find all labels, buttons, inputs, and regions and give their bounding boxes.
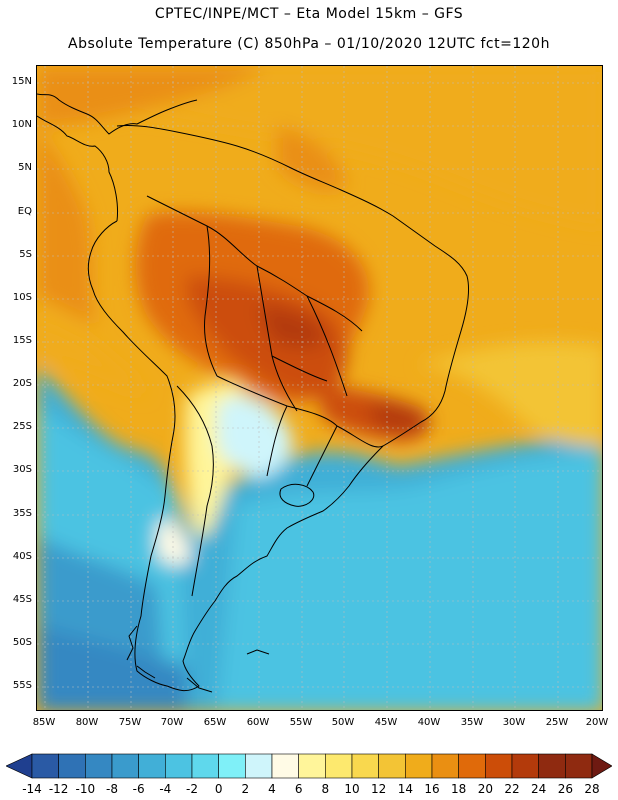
lon-label-80w: 80W [75, 717, 99, 728]
lat-label-45s: 45S [12, 594, 32, 605]
colorbar-cell [458, 753, 486, 779]
colorbar-tick-label: 14 [397, 782, 413, 796]
country-borders [146, 195, 384, 597]
colorbar-tick-label: 4 [268, 782, 276, 796]
colorbar-cell [325, 753, 353, 779]
lat-label-15s: 15S [12, 335, 32, 346]
lon-label-55w: 55W [289, 717, 313, 728]
lon-label-65w: 65W [203, 717, 227, 728]
lon-label-30w: 30W [502, 717, 526, 728]
colorbar-tick-label: 18 [451, 782, 467, 796]
lat-label-25s: 25S [12, 421, 32, 432]
colorbar-tick-label: 8 [321, 782, 330, 796]
colorbar-cell [191, 753, 219, 779]
central-america-coast [37, 115, 118, 222]
colorbar-cell [31, 753, 59, 779]
lat-label-5n: 5N [18, 162, 32, 173]
lon-label-20w: 20W [585, 717, 609, 728]
colorbar-tick-label: -8 [106, 782, 118, 796]
colorbar-cell [165, 753, 193, 779]
lon-label-45w: 45W [374, 717, 398, 728]
colorbar-cell [405, 753, 433, 779]
colorbar-tick-label: 22 [504, 782, 520, 796]
colorbar-tick-label: -4 [159, 782, 172, 796]
lon-label-25w: 25W [545, 717, 569, 728]
lon-label-35w: 35W [460, 717, 484, 728]
colorbar-tick-label: 20 [477, 782, 493, 796]
colorbar-cell [218, 753, 246, 779]
lat-label-40s: 40S [12, 551, 32, 562]
colorbar-tick-label: 26 [557, 782, 573, 796]
colorbar-tick-label: 16 [424, 782, 440, 796]
lat-label-50s: 50S [12, 637, 32, 648]
colorbar-cell [431, 753, 459, 779]
colorbar-tick-label: 6 [294, 782, 303, 796]
colorbar-tick-label: 2 [241, 782, 250, 796]
colorbar-cell [298, 753, 326, 779]
colorbar-cell [378, 753, 406, 779]
colorbar-tick-label: -2 [186, 782, 198, 796]
lat-label-15n: 15N [11, 76, 32, 87]
colorbar-tick-label: 0 [214, 782, 223, 796]
colorbar-cell [245, 753, 273, 779]
colorbar-cell [85, 753, 113, 779]
colorbar-tick-label: -10 [75, 782, 96, 796]
temperature-colorbar [6, 753, 612, 779]
patagonia-islands [126, 625, 270, 693]
coastline-outlines [37, 93, 470, 693]
colorbar-tick-label: -14 [22, 782, 42, 796]
colorbar-cell [271, 753, 299, 779]
lon-label-85w: 85W [32, 717, 56, 728]
lon-label-50w: 50W [331, 717, 355, 728]
lat-label-35s: 35S [12, 508, 32, 519]
temperature-map [36, 65, 603, 711]
lat-label-10n: 10N [11, 119, 32, 130]
colorbar-tick-label: 28 [584, 782, 600, 796]
colorbar-arrow-low [6, 753, 33, 779]
caribbean-coast [37, 93, 198, 135]
colorbar-tick-label: -6 [132, 782, 145, 796]
colorbar-cell [58, 753, 86, 779]
colorbar-cell [138, 753, 166, 779]
colorbar-tick-label: -12 [48, 782, 69, 796]
colorbar-cell [511, 753, 539, 779]
lon-label-75w: 75W [118, 717, 142, 728]
map-canvas [37, 66, 602, 710]
south-america-coast [87, 125, 470, 692]
colorbar-tick-label: 24 [531, 782, 547, 796]
lon-label-70w: 70W [160, 717, 184, 728]
lat-label-30s: 30S [12, 464, 32, 475]
map-title: CPTEC/INPE/MCT – Eta Model 15km – GFS [154, 6, 464, 22]
lat-label-20s: 20S [12, 378, 32, 389]
colorbar-tick-label: 10 [344, 782, 360, 796]
lat-label-55s: 55S [12, 680, 32, 691]
lat-label-5s: 5S [19, 249, 32, 260]
map-subtitle: Absolute Temperature (C) 850hPa – 01/10/… [68, 36, 550, 52]
lon-label-40w: 40W [417, 717, 441, 728]
colorbar-cell [565, 753, 593, 779]
colorbar-arrow-high [591, 753, 612, 779]
colorbar-cell [485, 753, 513, 779]
colorbar-cell [111, 753, 139, 779]
lat-label-eq: EQ [17, 206, 32, 217]
colorbar-tick-label: 12 [371, 782, 387, 796]
colorbar-cell [538, 753, 566, 779]
colorbar-cell [351, 753, 379, 779]
lon-label-60w: 60W [246, 717, 270, 728]
uruguay-lagoon [279, 483, 315, 507]
lat-label-10s: 10S [12, 292, 32, 303]
